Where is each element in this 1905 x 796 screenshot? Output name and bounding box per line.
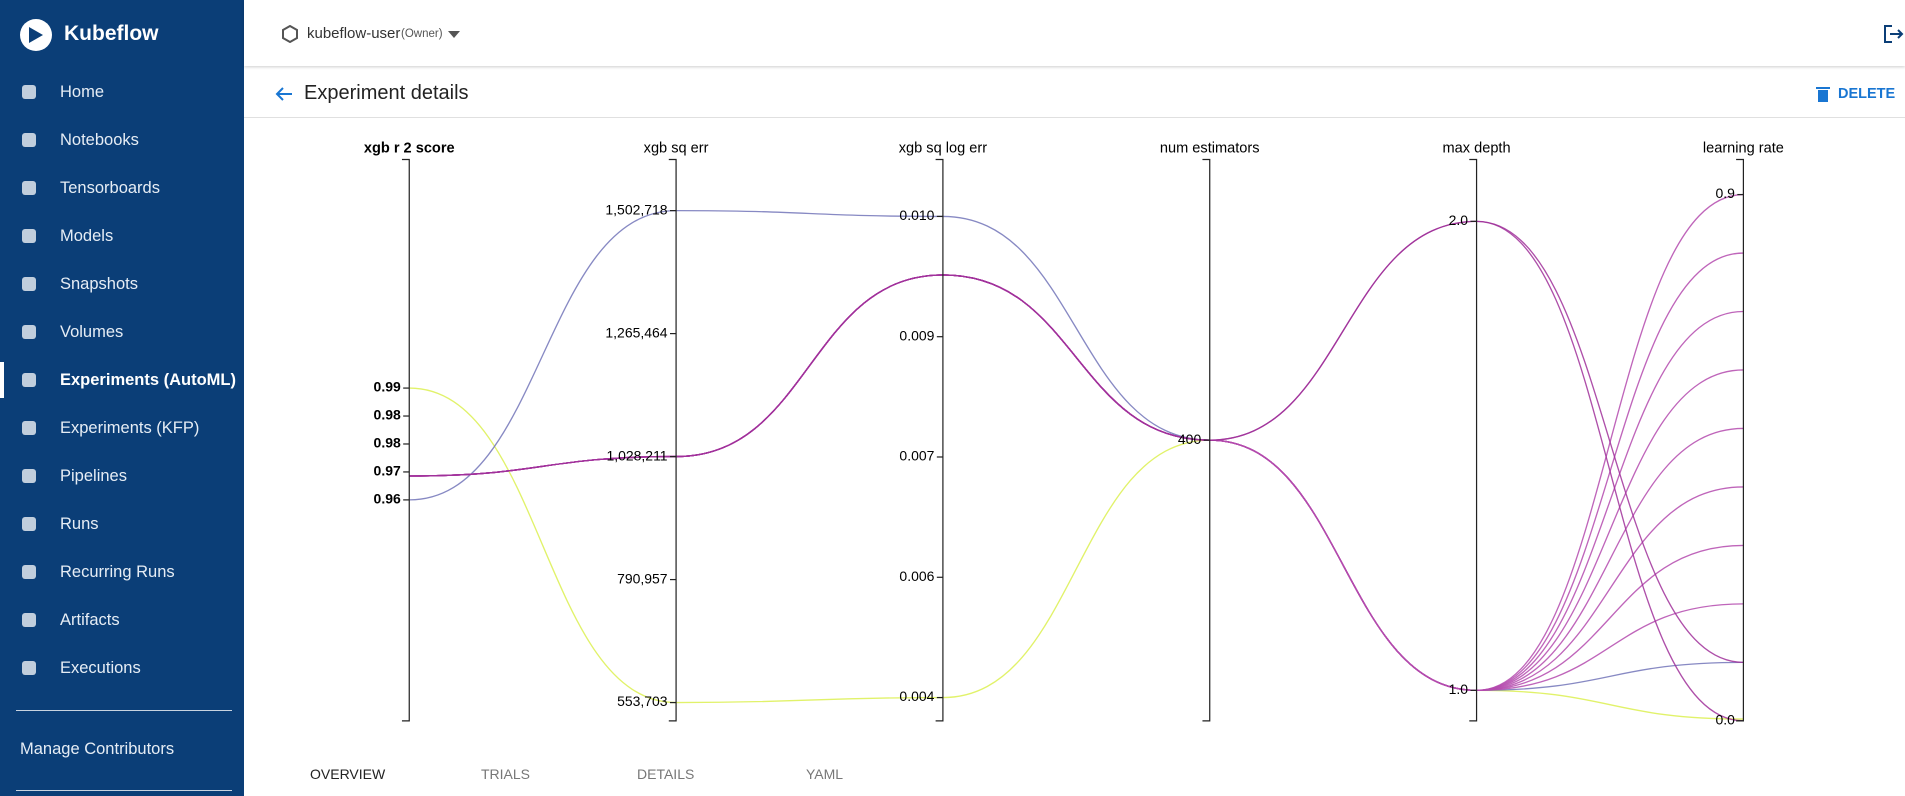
tick-label: 0.0 (1715, 712, 1735, 728)
nav-item[interactable]: Notebooks (0, 118, 244, 162)
tab[interactable]: TRIALS (481, 766, 531, 782)
tick-label: 0.010 (899, 207, 934, 223)
nav-item[interactable]: Snapshots (0, 262, 244, 306)
tab[interactable]: YAML (806, 766, 844, 782)
tick-label: 0.98 (374, 407, 401, 423)
axis-title: xgb sq err (644, 140, 709, 156)
trash-icon (1816, 87, 1830, 102)
nav-icon (22, 565, 36, 579)
delete-button[interactable]: DELETE (1838, 86, 1896, 102)
tick-label: 1,028,211 (606, 447, 667, 463)
axis-line (668, 158, 677, 722)
trial-line (409, 252, 1744, 692)
nav-item[interactable]: Tensorboards (0, 166, 244, 210)
tick-label: 2.0 (1449, 212, 1469, 228)
nav-label: Executions (60, 658, 141, 677)
nav-icon (22, 133, 36, 147)
nav-icon (22, 613, 36, 627)
role: (Owner) (401, 28, 443, 40)
nav-item[interactable]: Experiments (AutoML) (0, 358, 244, 402)
tick-label: 0.99 (374, 379, 401, 395)
axis-line (1469, 158, 1478, 722)
tick-label: 0.96 (374, 491, 401, 507)
nav-icon (22, 373, 36, 387)
nav-label: Experiments (AutoML) (60, 370, 237, 389)
nav-item[interactable]: Models (0, 214, 244, 258)
tick-label: 0.009 (899, 327, 934, 343)
nav-label: Pipelines (60, 466, 127, 485)
nav-item[interactable]: Pipelines (0, 454, 244, 498)
tick-label: 790,957 (617, 570, 668, 586)
nav-item[interactable]: Home (0, 70, 244, 114)
brand: Kubeflow (64, 22, 159, 45)
tick-label: 0.006 (899, 568, 934, 584)
tick-label: 0.9 (1715, 185, 1735, 201)
nav-label: Volumes (60, 322, 124, 341)
axis-title: xgb sq log err (899, 140, 987, 156)
nav-icon (22, 661, 36, 675)
tab[interactable]: OVERVIEW (310, 766, 386, 782)
back-arrow[interactable] (274, 84, 294, 104)
axis-line (401, 158, 410, 722)
trial-line (409, 220, 1744, 664)
axis-title: learning rate (1703, 140, 1784, 156)
tick-label: 0.98 (374, 435, 401, 451)
nav-label: Home (60, 82, 105, 101)
tick-label: 0.97 (374, 463, 401, 479)
nav-label: Notebooks (60, 130, 139, 149)
top-bar: kubeflow-user (Owner) (244, 0, 1905, 66)
nav-icon (22, 85, 36, 99)
divider (244, 117, 1905, 118)
tick-label: 1.0 (1449, 681, 1469, 697)
nav-label: Runs (60, 514, 99, 533)
namespace[interactable]: kubeflow-user (307, 25, 401, 42)
nav-icon (22, 181, 36, 195)
tick-label: 400 (1178, 431, 1202, 447)
nav-item[interactable]: Artifacts (0, 598, 244, 642)
nav-icon (22, 469, 36, 483)
nav-icon (22, 421, 36, 435)
nav-item[interactable]: Runs (0, 502, 244, 546)
tick-label: 1,265,464 (605, 324, 667, 340)
nav-label: Experiments (KFP) (60, 418, 200, 437)
page-title: Experiment details (304, 82, 469, 104)
logo (20, 19, 52, 51)
trial-line (409, 220, 1744, 722)
dropdown[interactable] (448, 31, 460, 39)
nav-icon (22, 325, 36, 339)
axis-title: max depth (1443, 140, 1511, 156)
logout[interactable] (1882, 23, 1904, 45)
axis-title: xgb r 2 score (364, 140, 455, 156)
manage-contributors[interactable]: Manage Contributors (20, 740, 175, 758)
divider (16, 710, 232, 711)
nav-label: Models (60, 226, 114, 245)
nav-label: Artifacts (60, 610, 120, 629)
nav-icon (22, 229, 36, 243)
nav-label: Recurring Runs (60, 562, 175, 581)
nav-item[interactable]: Executions (0, 646, 244, 690)
nav-item[interactable]: Volumes (0, 310, 244, 354)
tick-label: 0.007 (899, 448, 934, 464)
nav-icon (22, 517, 36, 531)
nav-label: Tensorboards (60, 178, 160, 197)
nav-item[interactable]: Recurring Runs (0, 550, 244, 594)
namespace-icon (282, 25, 298, 43)
axis-line (1736, 158, 1745, 722)
tab[interactable]: DETAILS (637, 766, 695, 782)
axis-line (935, 158, 944, 722)
nav-item[interactable]: Experiments (KFP) (0, 406, 244, 450)
parallel-chart: xgb r 2 score 0.99 0.98 0.98 0.97 0.96 xgb sq … (364, 140, 1784, 728)
divider (16, 790, 232, 791)
sidebar: Kubeflow Home Notebooks Tensorboards Models… (0, 0, 244, 796)
nav-label: Snapshots (60, 274, 138, 293)
tick-label: 553,703 (617, 693, 668, 709)
tick-label: 0.004 (899, 688, 934, 704)
axis-title: num estimators (1160, 140, 1260, 156)
tick-label: 1,502,718 (605, 201, 667, 217)
nav-icon (22, 277, 36, 291)
